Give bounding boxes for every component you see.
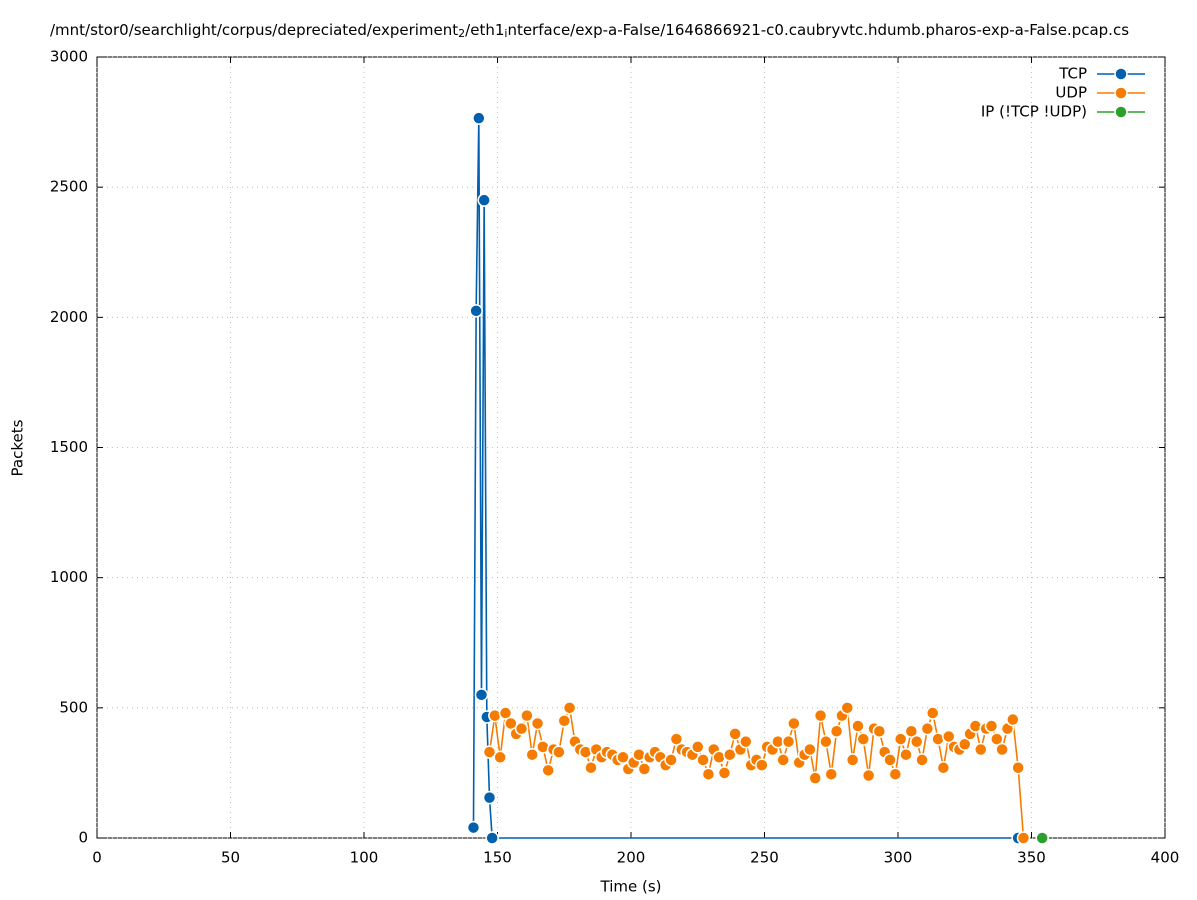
data-point [530, 716, 545, 731]
x-tick-label: 0 [92, 849, 102, 867]
data-point [616, 750, 630, 765]
data-point [717, 766, 732, 780]
data-point [920, 721, 935, 736]
x-tick-label: 200 [617, 849, 646, 867]
x-tick-label: 350 [1017, 849, 1046, 867]
data-point [541, 763, 555, 778]
data-point [1011, 760, 1025, 775]
data-point [664, 753, 678, 767]
data-point [984, 719, 999, 733]
data-point [808, 771, 822, 785]
data-point [883, 753, 897, 767]
data-point [723, 747, 737, 762]
title-part: /mnt/stor0/searchlight/corpus/depreciate… [50, 21, 458, 39]
data-point [776, 753, 790, 767]
y-tick-label: 1000 [50, 568, 88, 586]
data-point [525, 747, 539, 762]
data-point [787, 716, 801, 731]
data-point [739, 734, 753, 749]
data-point [514, 721, 529, 736]
data-point [925, 706, 940, 720]
data-point [482, 745, 497, 759]
data-point [781, 734, 796, 749]
legend-label: TCP [1058, 65, 1087, 83]
data-point [829, 724, 844, 739]
data-point [474, 688, 489, 702]
x-tick-label: 50 [221, 849, 240, 867]
data-point [851, 719, 865, 733]
data-point [893, 732, 908, 746]
x-tick-label: 150 [483, 849, 512, 867]
data-point [974, 742, 988, 757]
data-point [493, 750, 507, 765]
data-point [696, 753, 710, 767]
legend-label: IP (!TCP !UDP) [981, 103, 1087, 121]
data-point [813, 708, 828, 723]
data-point [637, 762, 652, 776]
legend-marker [1114, 67, 1128, 81]
data-point [691, 740, 705, 754]
data-point [728, 727, 742, 741]
legend-label: UDP [1055, 84, 1087, 102]
data-point [936, 760, 951, 775]
data-point [477, 193, 491, 207]
data-point [482, 790, 497, 805]
y-tick-label: 2500 [50, 178, 88, 196]
title-part: /eth1 [465, 21, 504, 39]
y-tick-label: 1500 [50, 438, 88, 456]
data-point [904, 724, 919, 739]
data-point [1035, 831, 1049, 845]
data-point [888, 767, 903, 781]
data-point [899, 747, 913, 762]
data-point [915, 753, 929, 767]
title-subscript: 2 [458, 27, 465, 40]
data-point [552, 745, 566, 759]
data-point [1016, 831, 1031, 845]
title-part: nterface/exp-a-False/1646866921-c0.caubr… [507, 21, 1129, 39]
data-point [504, 716, 518, 731]
data-point [669, 732, 684, 746]
x-tick-label: 100 [350, 849, 379, 867]
data-point [861, 768, 876, 783]
x-tick-label: 250 [750, 849, 779, 867]
data-point [472, 111, 486, 125]
y-tick-label: 2000 [50, 308, 88, 326]
data-point [755, 758, 769, 772]
data-point [520, 708, 534, 723]
data-point [990, 732, 1004, 746]
data-point [872, 724, 887, 739]
data-point [941, 729, 956, 744]
data-point [845, 753, 860, 767]
y-tick-label: 0 [78, 829, 88, 847]
x-tick-label: 400 [1151, 849, 1180, 867]
title-subscript: i [504, 27, 507, 40]
y-tick-label: 3000 [50, 48, 88, 66]
data-point [469, 304, 483, 318]
data-point [466, 820, 481, 835]
data-point [840, 701, 855, 715]
data-point [562, 701, 577, 715]
data-point [995, 742, 1009, 757]
data-point [819, 734, 833, 749]
data-point [824, 767, 838, 781]
data-point [584, 760, 598, 775]
x-tick-label: 300 [884, 849, 913, 867]
data-point [485, 831, 499, 845]
legend-marker [1114, 86, 1128, 100]
data-point [1006, 712, 1020, 727]
y-tick-label: 500 [59, 698, 88, 716]
data-point [958, 737, 972, 752]
data-point [701, 767, 716, 781]
data-point [557, 714, 571, 728]
data-point [909, 734, 924, 749]
data-point [498, 706, 513, 720]
chart-title: /mnt/stor0/searchlight/corpus/depreciate… [50, 21, 1129, 41]
data-point [856, 732, 871, 746]
x-axis-label: Time (s) [600, 878, 662, 896]
legend-marker [1114, 105, 1128, 119]
data-point [803, 742, 817, 757]
y-axis-label: Packets [9, 419, 27, 476]
